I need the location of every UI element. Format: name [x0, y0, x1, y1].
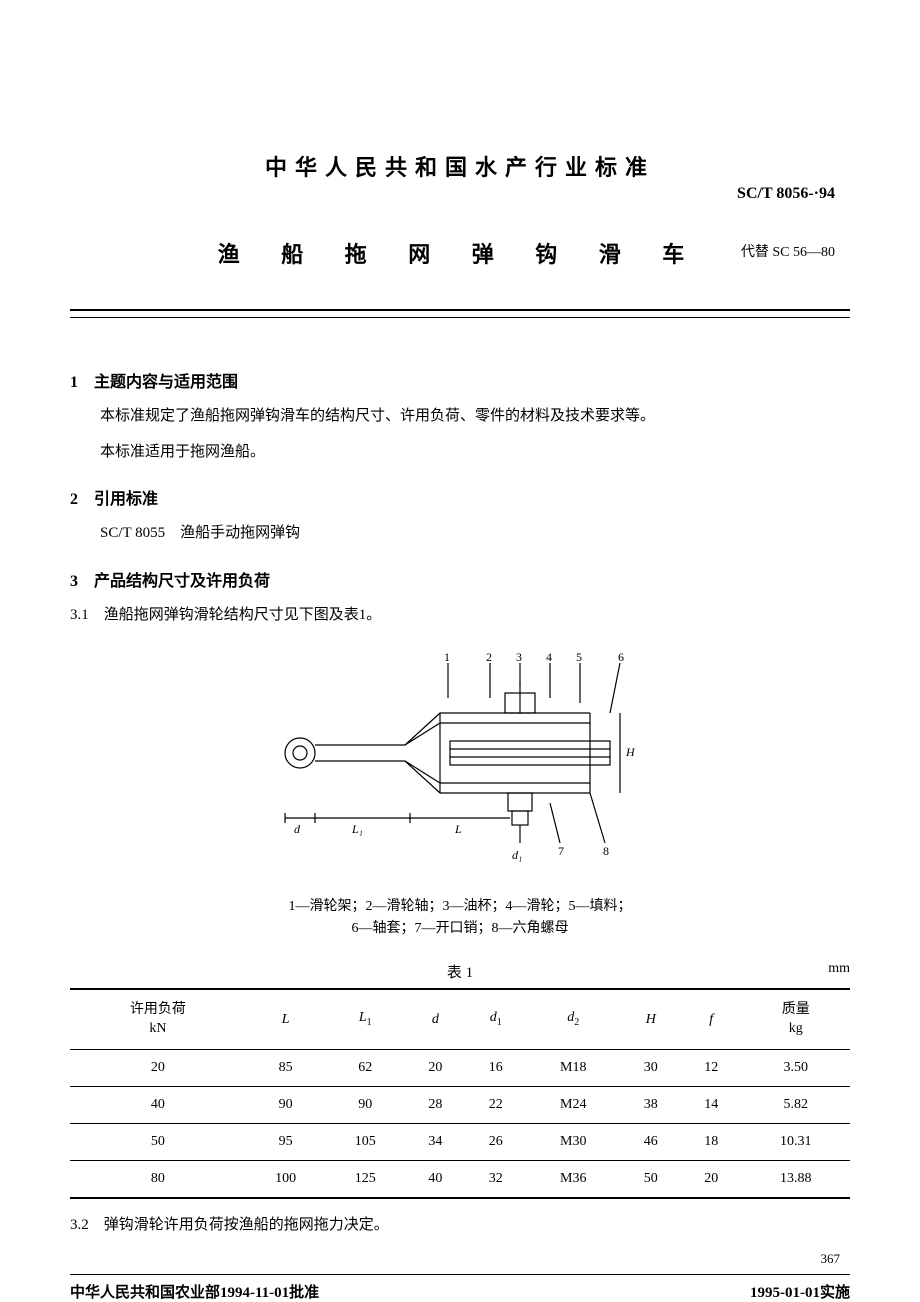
document-title: 渔 船 拖 网 弹 钩 滑 车	[70, 237, 850, 269]
section-3-2: 3.2 弹钩滑轮许用负荷按渔船的拖网拖力决定。	[70, 1213, 850, 1234]
fig-dim-l: L	[454, 822, 462, 836]
cell: 62	[325, 1049, 405, 1086]
table-row: 40 90 90 28 22 M24 38 14 5.82	[70, 1086, 850, 1123]
subtitle-row: 渔 船 拖 网 弹 钩 滑 车 代替 SC 56—80	[70, 237, 850, 269]
cell: 40	[70, 1086, 246, 1123]
cell: M36	[526, 1160, 621, 1198]
cell: 100	[246, 1160, 326, 1198]
cell: 80	[70, 1160, 246, 1198]
cell: 18	[681, 1123, 741, 1160]
figure-legend: 1—滑轮架；2—滑轮轴；3—油杯；4—滑轮；5—填料； 6—轴套；7—开口销；8…	[70, 896, 850, 941]
technical-drawing: 1 2 3 4 5 6 7 8 d L₁ L d₁ H	[260, 653, 660, 873]
section-2-para-1: SC/T 8055 渔船手动拖网弹钩	[70, 521, 850, 547]
section-1-para-1: 本标准规定了渔船拖网弹钩滑车的结构尺寸、许用负荷、零件的材料及技术要求等。	[70, 404, 850, 430]
fig-label-5: 5	[576, 653, 582, 664]
th-l1: L1	[325, 989, 405, 1050]
cell: 16	[466, 1049, 526, 1086]
fig-label-1: 1	[444, 653, 450, 664]
cell: 14	[681, 1086, 741, 1123]
fig-dim-d: d	[294, 822, 301, 836]
cell: M18	[526, 1049, 621, 1086]
cell: 85	[246, 1049, 326, 1086]
table-row: 80 100 125 40 32 M36 50 20 13.88	[70, 1160, 850, 1198]
section-3-1: 3.1 渔船拖网弹钩滑轮结构尺寸见下图及表1。	[70, 603, 850, 629]
th-mass: 质量kg	[741, 989, 850, 1050]
fig-dim-d1: d₁	[512, 848, 522, 862]
rule-thick	[70, 309, 850, 311]
cell: 30	[621, 1049, 681, 1086]
fig-label-6: 6	[618, 653, 624, 664]
cell: 40	[405, 1160, 465, 1198]
cell: 46	[621, 1123, 681, 1160]
section-3-heading: 3 产品结构尺寸及许用负荷	[70, 567, 850, 591]
figure: 1 2 3 4 5 6 7 8 d L₁ L d₁ H 1—滑轮架；2—滑轮轴；…	[70, 653, 850, 941]
cell: 50	[70, 1123, 246, 1160]
cell: 12	[681, 1049, 741, 1086]
spec-table: 许用负荷kN L L1 d d1 d2 H f 质量kg 20 85 62 20…	[70, 988, 850, 1199]
section-1-para-2: 本标准适用于拖网渔船。	[70, 440, 850, 466]
replace-code: 代替 SC 56—80	[741, 241, 835, 261]
cell: 20	[681, 1160, 741, 1198]
footer-row: 中华人民共和国农业部1994-11-01批准 1995-01-01实施	[70, 1281, 850, 1302]
cell: 5.82	[741, 1086, 850, 1123]
fig-label-4: 4	[546, 653, 552, 664]
cell: M24	[526, 1086, 621, 1123]
table-header-row: 许用负荷kN L L1 d d1 d2 H f 质量kg	[70, 989, 850, 1050]
legend-line-1: 1—滑轮架；2—滑轮轴；3—油杯；4—滑轮；5—填料；	[70, 896, 850, 918]
table-row: 50 95 105 34 26 M30 46 18 10.31	[70, 1123, 850, 1160]
rule-thin	[70, 317, 850, 318]
footer-right: 1995-01-01实施	[750, 1281, 850, 1302]
cell: 20	[70, 1049, 246, 1086]
cell: 10.31	[741, 1123, 850, 1160]
cell: 90	[246, 1086, 326, 1123]
th-d: d	[405, 989, 465, 1050]
standard-code: SC/T 8056-·94	[737, 185, 835, 203]
fig-label-2: 2	[486, 653, 492, 664]
th-h: H	[621, 989, 681, 1050]
cell: 28	[405, 1086, 465, 1123]
cell: 3.50	[741, 1049, 850, 1086]
table-title-row: 表 1 mm	[70, 961, 850, 982]
cell: 95	[246, 1123, 326, 1160]
cell: 20	[405, 1049, 465, 1086]
th-d2: d2	[526, 989, 621, 1050]
legend-line-2: 6—轴套；7—开口销；8—六角螺母	[70, 918, 850, 940]
cell: 50	[621, 1160, 681, 1198]
table-title: 表 1	[447, 965, 473, 981]
th-f: f	[681, 989, 741, 1050]
page-header-title: 中华人民共和国水产行业标准	[70, 150, 850, 182]
cell: 105	[325, 1123, 405, 1160]
fig-dim-l1: L₁	[351, 822, 363, 836]
cell: 38	[621, 1086, 681, 1123]
cell: M30	[526, 1123, 621, 1160]
fig-dim-h: H	[625, 745, 636, 759]
cell: 13.88	[741, 1160, 850, 1198]
content-body: 1 主题内容与适用范围 本标准规定了渔船拖网弹钩滑车的结构尺寸、许用负荷、零件的…	[70, 368, 850, 1302]
fig-label-3: 3	[516, 653, 522, 664]
page-number: 367	[821, 1251, 841, 1267]
section-2-heading: 2 引用标准	[70, 485, 850, 509]
table-row: 20 85 62 20 16 M18 30 12 3.50	[70, 1049, 850, 1086]
cell: 32	[466, 1160, 526, 1198]
table-body: 20 85 62 20 16 M18 30 12 3.50 40 90 90 2…	[70, 1049, 850, 1198]
table-unit: mm	[828, 961, 850, 977]
cell: 26	[466, 1123, 526, 1160]
th-d1: d1	[466, 989, 526, 1050]
section-1-heading: 1 主题内容与适用范围	[70, 368, 850, 392]
cell: 34	[405, 1123, 465, 1160]
th-l: L	[246, 989, 326, 1050]
footer-left: 中华人民共和国农业部1994-11-01批准	[70, 1281, 319, 1302]
fig-label-8: 8	[603, 844, 609, 858]
fig-label-7: 7	[558, 844, 564, 858]
cell: 125	[325, 1160, 405, 1198]
cell: 90	[325, 1086, 405, 1123]
th-load: 许用负荷kN	[70, 989, 246, 1050]
footer-rule	[70, 1274, 850, 1275]
cell: 22	[466, 1086, 526, 1123]
